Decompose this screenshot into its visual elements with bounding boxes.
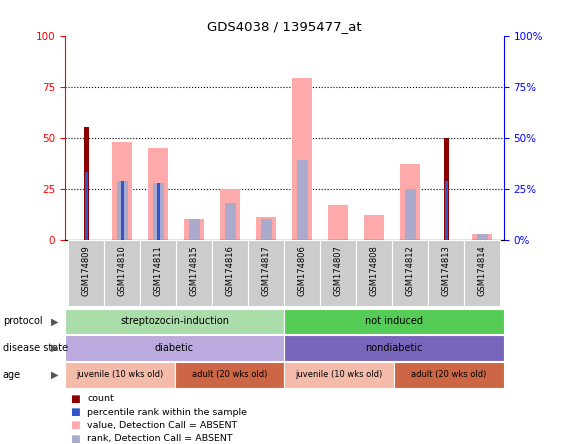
Bar xyxy=(405,189,415,240)
Text: GSM174808: GSM174808 xyxy=(370,245,379,296)
Bar xyxy=(400,164,420,240)
Bar xyxy=(121,181,124,240)
Text: ■: ■ xyxy=(70,434,80,444)
Bar xyxy=(65,335,284,361)
Bar xyxy=(444,138,449,240)
Text: disease state: disease state xyxy=(3,343,68,353)
Text: rank, Detection Call = ABSENT: rank, Detection Call = ABSENT xyxy=(87,434,233,443)
Text: juvenile (10 wks old): juvenile (10 wks old) xyxy=(296,370,383,379)
Bar xyxy=(284,362,394,388)
Bar xyxy=(65,309,284,334)
Bar xyxy=(256,217,276,240)
Bar xyxy=(284,240,320,306)
Bar xyxy=(104,240,140,306)
Text: diabetic: diabetic xyxy=(155,343,194,353)
Text: ▶: ▶ xyxy=(51,343,59,353)
Bar xyxy=(153,182,164,240)
Bar xyxy=(464,240,501,306)
Bar xyxy=(140,240,176,306)
Bar xyxy=(175,362,284,388)
Bar xyxy=(428,240,464,306)
Bar xyxy=(284,309,504,334)
Bar xyxy=(68,240,104,306)
Bar xyxy=(212,240,248,306)
Bar xyxy=(297,160,308,240)
Bar xyxy=(472,234,492,240)
Bar xyxy=(117,181,128,240)
Bar xyxy=(284,335,504,361)
Text: GSM174813: GSM174813 xyxy=(442,245,451,296)
Bar xyxy=(189,219,200,240)
Text: GSM174817: GSM174817 xyxy=(262,245,271,296)
Text: ▶: ▶ xyxy=(51,317,59,326)
Text: ▶: ▶ xyxy=(51,370,59,380)
Text: adult (20 wks old): adult (20 wks old) xyxy=(412,370,486,379)
Bar xyxy=(225,203,236,240)
Text: GSM174810: GSM174810 xyxy=(118,245,127,296)
Bar xyxy=(65,362,175,388)
Bar xyxy=(394,362,504,388)
Text: protocol: protocol xyxy=(3,317,42,326)
Bar xyxy=(477,234,488,240)
Bar xyxy=(221,189,240,240)
Bar xyxy=(328,205,348,240)
Bar xyxy=(176,240,212,306)
Text: ■: ■ xyxy=(70,420,80,430)
Text: adult (20 wks old): adult (20 wks old) xyxy=(192,370,267,379)
Bar xyxy=(261,219,272,240)
Text: ■: ■ xyxy=(70,394,80,404)
Text: GSM174809: GSM174809 xyxy=(82,245,91,296)
Bar xyxy=(248,240,284,306)
Text: not induced: not induced xyxy=(365,317,423,326)
Text: GSM174814: GSM174814 xyxy=(478,245,487,296)
Title: GDS4038 / 1395477_at: GDS4038 / 1395477_at xyxy=(207,20,361,33)
Bar xyxy=(292,79,312,240)
Text: age: age xyxy=(3,370,21,380)
Bar xyxy=(83,127,89,240)
Text: GSM174812: GSM174812 xyxy=(406,245,415,296)
Text: percentile rank within the sample: percentile rank within the sample xyxy=(87,408,247,416)
Bar xyxy=(185,219,204,240)
Text: count: count xyxy=(87,394,114,403)
Bar xyxy=(157,182,160,240)
Text: ■: ■ xyxy=(70,407,80,417)
Bar xyxy=(445,181,448,240)
Text: nondiabetic: nondiabetic xyxy=(365,343,423,353)
Bar xyxy=(85,172,88,240)
Bar xyxy=(149,148,168,240)
Text: juvenile (10 wks old): juvenile (10 wks old) xyxy=(76,370,163,379)
Bar xyxy=(364,215,384,240)
Text: GSM174811: GSM174811 xyxy=(154,245,163,296)
Text: streptozocin-induction: streptozocin-induction xyxy=(120,317,229,326)
Text: value, Detection Call = ABSENT: value, Detection Call = ABSENT xyxy=(87,421,238,430)
Text: GSM174806: GSM174806 xyxy=(298,245,307,296)
Bar xyxy=(113,142,132,240)
Bar xyxy=(320,240,356,306)
Text: GSM174815: GSM174815 xyxy=(190,245,199,296)
Bar xyxy=(356,240,392,306)
Text: GSM174807: GSM174807 xyxy=(334,245,343,296)
Bar xyxy=(392,240,428,306)
Text: GSM174816: GSM174816 xyxy=(226,245,235,296)
